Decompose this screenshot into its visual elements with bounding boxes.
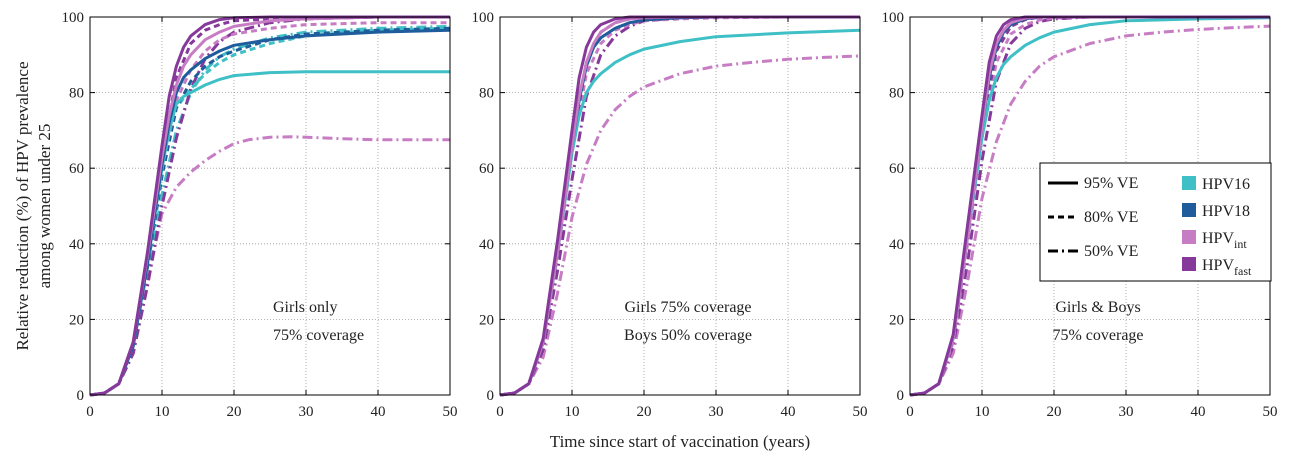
legend-type-label: HPV18	[1202, 203, 1250, 220]
x-tick-label: 30	[299, 404, 314, 420]
series-line	[909, 15, 1270, 397]
y-axis-title: among women under 25	[35, 124, 54, 289]
legend-type-base: HPV	[1202, 257, 1234, 274]
y-tick-label: 0	[77, 388, 85, 404]
y-tick-label: 100	[472, 10, 495, 26]
panel-annotation: Girls & Boys	[1055, 299, 1140, 316]
y-tick-label: 0	[897, 388, 905, 404]
y-tick-label: 100	[62, 10, 85, 26]
legend-type-subscript: int	[1234, 237, 1247, 251]
panel-annotation: 75% coverage	[1052, 327, 1143, 344]
series-line	[89, 24, 451, 397]
legend-swatch	[1182, 257, 1196, 271]
x-tick-label: 10	[565, 404, 580, 420]
legend-swatch	[1182, 203, 1196, 217]
y-tick-label: 20	[479, 312, 494, 328]
x-tick-label: 40	[371, 404, 386, 420]
x-tick-label: 50	[1263, 404, 1278, 420]
x-tick-label: 10	[155, 404, 170, 420]
x-tick-label: 20	[637, 404, 652, 420]
y-tick-label: 80	[479, 86, 494, 102]
legend-type-base: HPV16	[1202, 176, 1250, 193]
y-tick-label: 40	[69, 237, 84, 253]
y-tick-label: 80	[889, 86, 904, 102]
plot-frame	[499, 16, 861, 396]
legend-swatch	[1182, 176, 1196, 190]
x-tick-label: 30	[1119, 404, 1134, 420]
y-tick-label: 100	[882, 10, 905, 26]
x-tick-label: 40	[1191, 404, 1206, 420]
x-tick-label: 50	[443, 404, 458, 420]
plot-frame	[89, 16, 451, 396]
y-tick-label: 40	[479, 237, 494, 253]
y-tick-label: 0	[487, 388, 495, 404]
series-line	[89, 26, 451, 397]
y-tick-label: 60	[69, 161, 84, 177]
legend-box	[1039, 162, 1272, 282]
legend-ve-label: 95% VE	[1084, 175, 1138, 192]
panel-annotation: Girls 75% coverage	[624, 299, 751, 316]
panel-annotation: Girls only	[273, 299, 337, 316]
y-tick-label: 60	[479, 161, 494, 177]
y-tick-label: 60	[889, 161, 904, 177]
series-line	[499, 54, 861, 397]
legend-type-label: HPV16	[1202, 176, 1250, 193]
series-line	[89, 28, 451, 397]
y-axis-title: Relative reduction (%) of HPV prevalence	[13, 61, 32, 350]
y-tick-label: 20	[69, 312, 84, 328]
series-line	[89, 135, 450, 397]
legend-type-subscript: fast	[1234, 264, 1252, 278]
series-line	[89, 21, 450, 397]
legend-ve-label: 80% VE	[1084, 209, 1138, 226]
legend-type-base: HPV	[1202, 230, 1234, 247]
y-tick-label: 20	[889, 312, 904, 328]
x-tick-label: 50	[853, 404, 868, 420]
x-tick-label: 10	[975, 404, 990, 420]
x-tick-label: 0	[86, 404, 94, 420]
legend-ve-label: 50% VE	[1084, 243, 1138, 260]
x-tick-label: 0	[906, 404, 914, 420]
legend-swatch	[1182, 230, 1196, 244]
series-line	[909, 24, 1271, 397]
series-line	[89, 26, 451, 397]
x-tick-label: 30	[709, 404, 724, 420]
x-tick-label: 0	[496, 404, 504, 420]
series-line	[89, 70, 450, 397]
y-tick-label: 40	[889, 237, 904, 253]
x-tick-label: 20	[227, 404, 242, 420]
legend-type-label: HPVfast	[1202, 257, 1252, 278]
panel-annotation: Boys 50% coverage	[624, 327, 752, 344]
legend-type-base: HPV18	[1202, 203, 1250, 220]
legend-type-label: HPVint	[1202, 230, 1247, 251]
y-tick-label: 80	[69, 86, 84, 102]
x-axis-title: Time since start of vaccination (years)	[550, 432, 810, 451]
panel-annotation: 75% coverage	[273, 327, 364, 344]
x-tick-label: 20	[1047, 404, 1062, 420]
x-tick-label: 40	[781, 404, 796, 420]
